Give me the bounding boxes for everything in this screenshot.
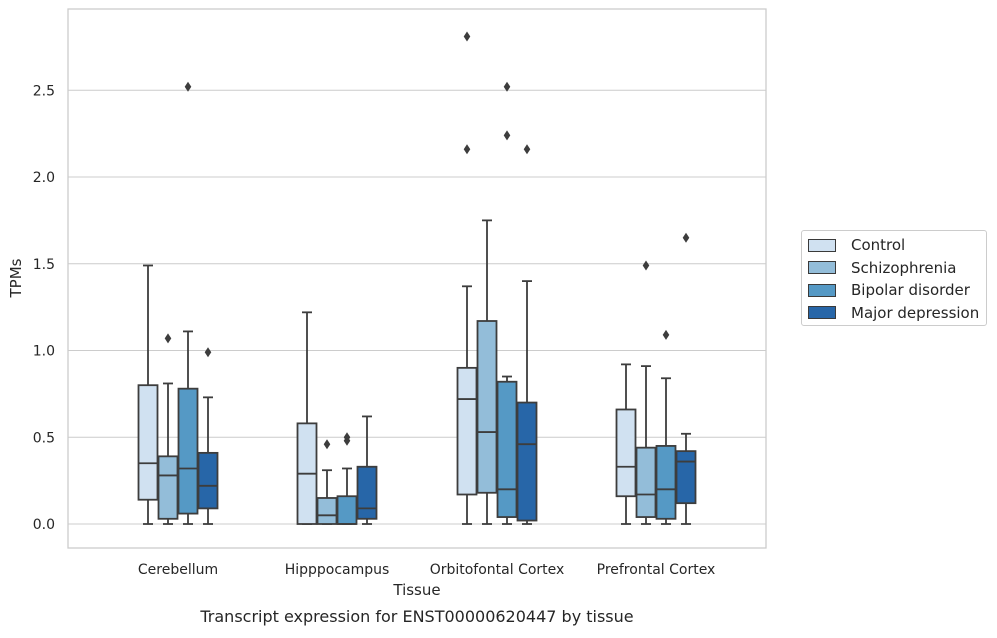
legend-label: Schizophrenia (851, 258, 957, 277)
box-body (655, 445, 677, 520)
outlier-point (503, 81, 511, 92)
outlier-point (204, 347, 212, 358)
y-tick-label: 0.5 (33, 430, 55, 446)
x-tick-label: Orbitofontal Cortex (430, 562, 565, 578)
legend-label: Control (851, 236, 906, 255)
legend: Control Schizophrenia Bipolar disorder Majo… (801, 230, 987, 326)
series-major-depression (197, 144, 697, 525)
legend-item: Schizophrenia (808, 257, 986, 280)
y-axis-ticks: 0.0 0.5 1.0 1.5 2.0 2.5 (33, 83, 55, 533)
box-body (675, 450, 697, 505)
box (655, 329, 677, 525)
series-control (137, 31, 637, 525)
box-body (356, 465, 378, 520)
box (635, 260, 657, 525)
outlier-point (463, 144, 471, 155)
outlier-point (642, 260, 650, 271)
box (356, 415, 378, 525)
x-axis-ticks: Cerebellum Hipppocampus Orbitofontal Corte… (138, 562, 715, 578)
legend-swatch (808, 283, 836, 297)
box (615, 363, 637, 525)
outlier-point (343, 432, 351, 443)
box (137, 264, 159, 525)
outlier-point (662, 329, 670, 340)
box (316, 439, 338, 525)
legend-swatch (808, 306, 836, 320)
box-body (137, 384, 159, 501)
outlier-point (682, 232, 690, 243)
box (177, 81, 199, 525)
box (296, 311, 318, 525)
box-body (516, 401, 538, 522)
chart-caption: Transcript expression for ENST0000062044… (199, 607, 633, 626)
legend-item: Control (808, 234, 986, 257)
series-schizophrenia (157, 219, 657, 525)
box (197, 347, 219, 525)
y-axis-label: TPMs (7, 258, 25, 298)
box-body (316, 497, 338, 525)
box-body (336, 495, 358, 525)
box-body (615, 408, 637, 498)
plot-frame (67, 8, 767, 549)
legend-label: Major depression (851, 303, 980, 322)
legend-item: Bipolar disorder (808, 279, 986, 302)
y-tick-label: 0.0 (33, 517, 55, 533)
x-tick-label: Cerebellum (138, 562, 218, 578)
box-body (476, 320, 498, 494)
box-body (635, 446, 657, 518)
y-tick-label: 1.5 (33, 257, 55, 273)
box (157, 333, 179, 525)
legend-label: Bipolar disorder (851, 281, 970, 300)
box (516, 144, 538, 525)
outlier-point (523, 144, 531, 155)
box (496, 81, 518, 525)
legend-swatch (808, 238, 836, 252)
outlier-point (463, 31, 471, 42)
legend-item: Major depression (808, 302, 986, 325)
x-tick-label: Prefrontal Cortex (597, 562, 716, 578)
box (675, 232, 697, 525)
outlier-point (164, 333, 172, 344)
y-tick-label: 2.0 (33, 170, 55, 186)
x-axis-label: Tissue (392, 581, 440, 599)
box-body (496, 380, 518, 518)
x-tick-label: Hipppocampus (285, 562, 390, 578)
series-bipolar-disorder (177, 81, 677, 525)
box-body (456, 366, 478, 496)
y-tick-label: 1.0 (33, 344, 55, 360)
box-plot-series (137, 31, 697, 525)
legend-swatch (808, 261, 836, 275)
box (476, 219, 498, 525)
box (456, 31, 478, 525)
outlier-point (184, 81, 192, 92)
outlier-point (323, 439, 331, 450)
box-body (177, 387, 199, 515)
box (336, 432, 358, 525)
y-tick-label: 2.5 (33, 83, 55, 99)
box-body (157, 455, 179, 520)
box-body (197, 451, 219, 510)
outlier-point (503, 130, 511, 141)
